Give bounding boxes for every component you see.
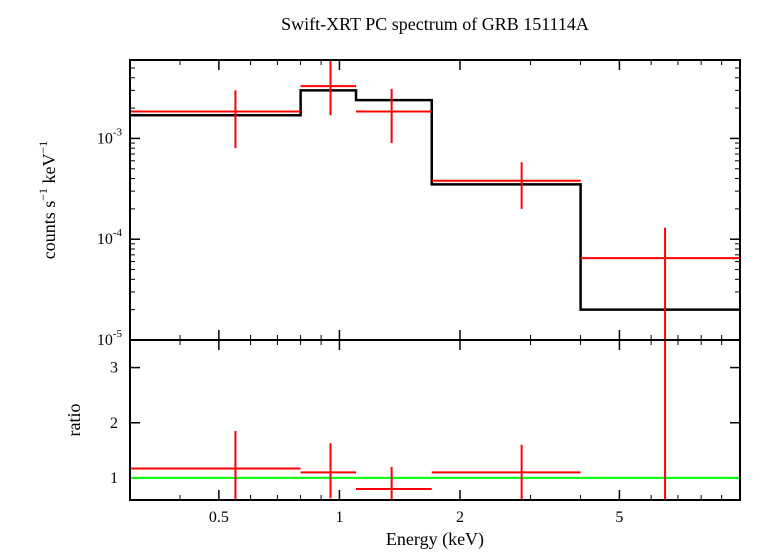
xtick-label: 5 [615, 509, 623, 526]
panel1-y-label: counts s−1 keV−1 [36, 141, 59, 260]
panel2-ytick-label: 3 [110, 360, 118, 377]
xtick-label: 1 [335, 509, 343, 526]
panel1-frame [130, 60, 740, 340]
panel1-ytick-label: 10-5 [97, 328, 123, 349]
panel1-ytick-label: 10-4 [97, 227, 123, 248]
chart-title: Swift-XRT PC spectrum of GRB 151114A [281, 14, 589, 34]
spectrum-chart: Swift-XRT PC spectrum of GRB 151114A 10-5… [0, 0, 758, 556]
panel1-ytick-label: 10-3 [97, 126, 123, 147]
panel2-data [130, 340, 740, 500]
xtick-label: 0.5 [209, 509, 229, 526]
model-step-line [130, 90, 740, 309]
xtick-label: 2 [456, 509, 464, 526]
panel1-data [130, 60, 740, 350]
panel2-y-label: ratio [64, 404, 84, 437]
panel2-frame [130, 340, 740, 500]
panel2-ytick-label: 2 [110, 415, 118, 432]
x-axis-label: Energy (keV) [386, 529, 484, 550]
panel2-ytick-label: 1 [110, 470, 118, 487]
